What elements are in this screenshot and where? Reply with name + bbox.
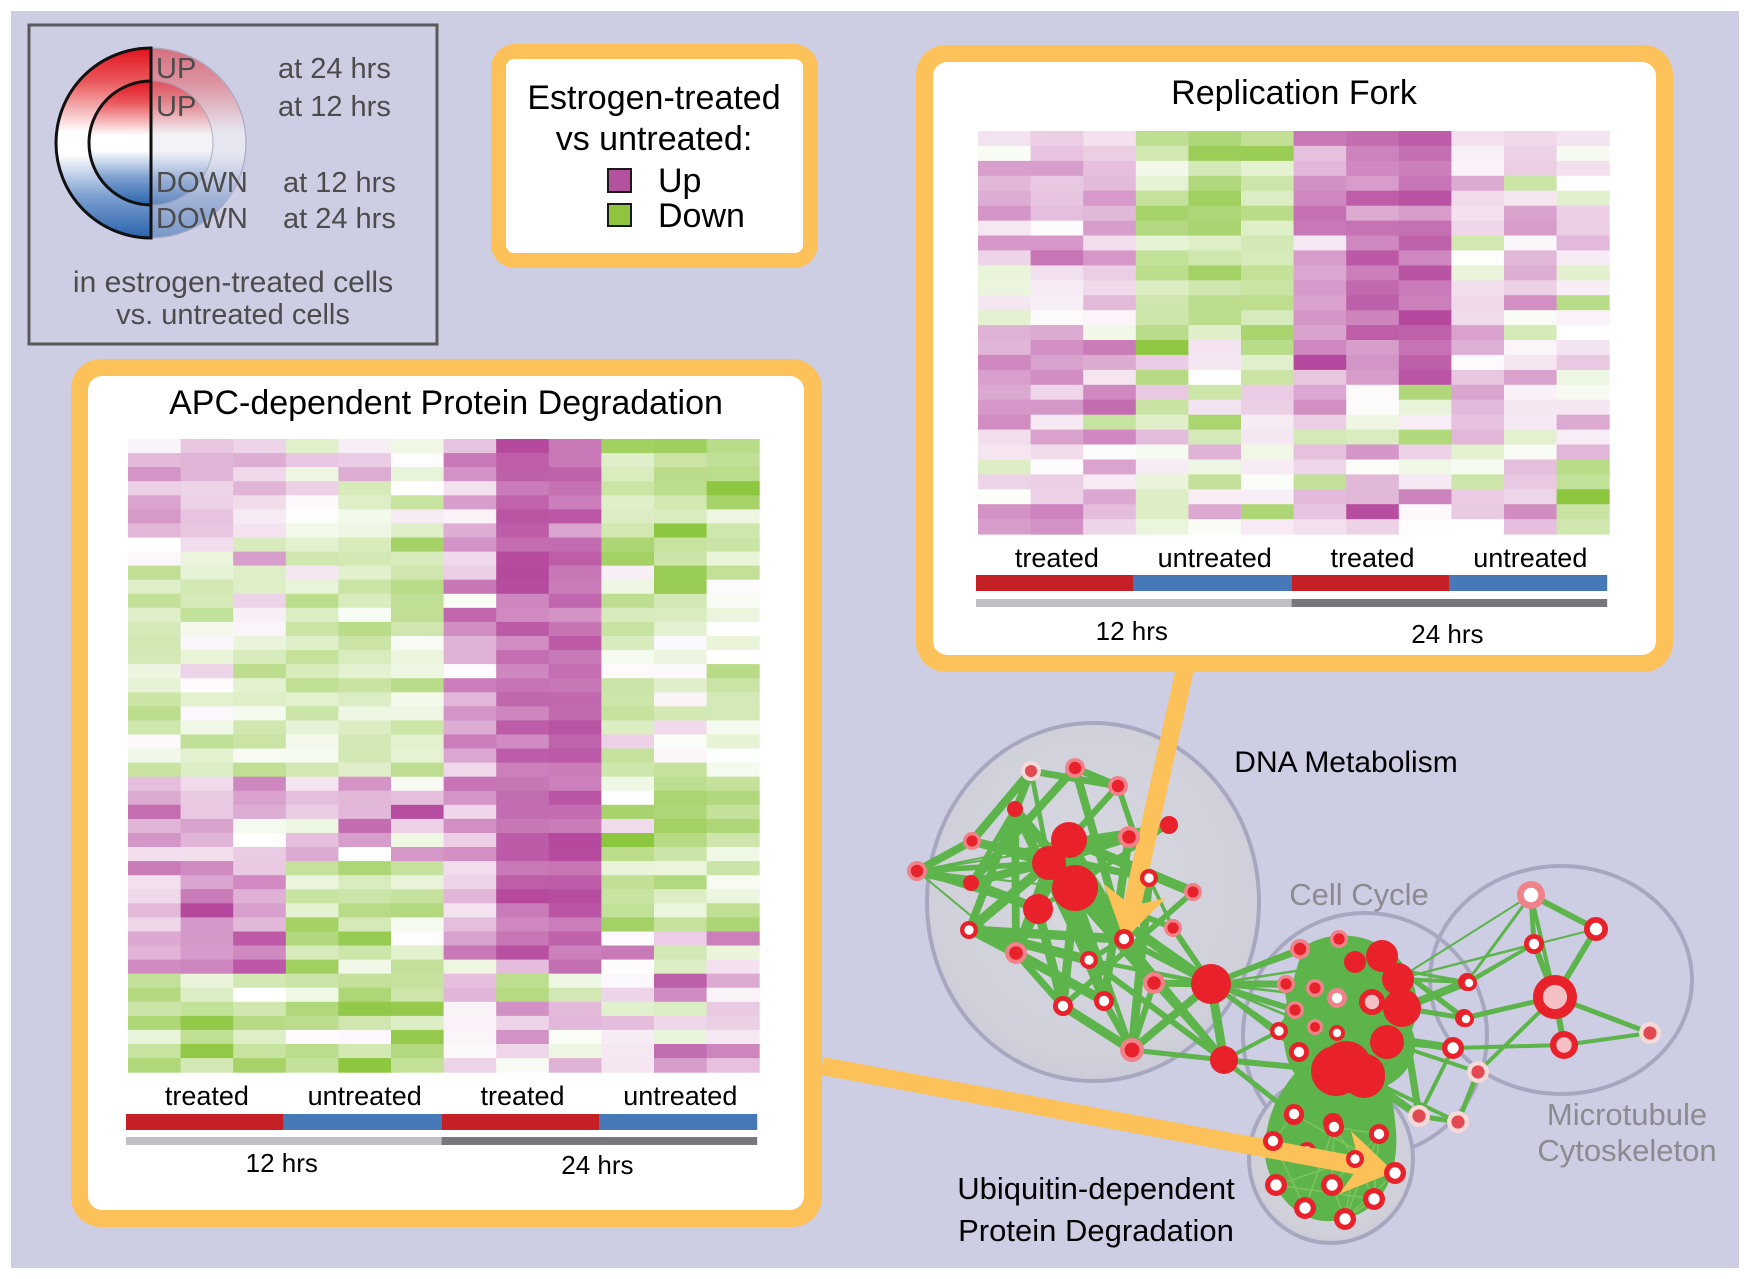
svg-text:DOWN: DOWN: [156, 167, 248, 199]
svg-text:vs untreated:: vs untreated:: [556, 120, 753, 158]
svg-text:UP: UP: [156, 53, 196, 85]
svg-text:vs. untreated cells: vs. untreated cells: [116, 299, 350, 331]
svg-text:24 hrs: 24 hrs: [561, 1150, 633, 1180]
svg-text:treated: treated: [1330, 543, 1414, 573]
svg-text:untreated: untreated: [308, 1081, 422, 1111]
svg-text:in estrogen-treated cells: in estrogen-treated cells: [73, 266, 393, 299]
svg-text:at 24 hrs: at 24 hrs: [283, 203, 396, 235]
svg-text:Estrogen-treated: Estrogen-treated: [527, 79, 780, 117]
svg-text:treated: treated: [480, 1081, 564, 1111]
svg-text:Down: Down: [658, 197, 745, 235]
svg-text:Microtubule: Microtubule: [1547, 1097, 1707, 1132]
svg-text:Replication Fork: Replication Fork: [1171, 74, 1418, 112]
svg-text:Cell Cycle: Cell Cycle: [1289, 877, 1429, 912]
svg-text:DNA Metabolism: DNA Metabolism: [1234, 746, 1457, 779]
svg-text:treated: treated: [1015, 543, 1099, 573]
svg-text:at 24 hrs: at 24 hrs: [278, 53, 391, 85]
svg-text:DOWN: DOWN: [156, 203, 248, 235]
svg-text:Cytoskeleton: Cytoskeleton: [1537, 1133, 1716, 1168]
svg-text:untreated: untreated: [1158, 543, 1272, 573]
svg-text:Protein Degradation: Protein Degradation: [958, 1213, 1234, 1248]
svg-text:24 hrs: 24 hrs: [1411, 619, 1483, 649]
svg-text:APC-dependent Protein Degradat: APC-dependent Protein Degradation: [169, 384, 723, 422]
svg-text:untreated: untreated: [623, 1081, 737, 1111]
svg-text:Ubiquitin-dependent: Ubiquitin-dependent: [957, 1171, 1235, 1206]
svg-text:UP: UP: [156, 91, 196, 123]
svg-text:treated: treated: [165, 1081, 249, 1111]
svg-text:12 hrs: 12 hrs: [1096, 616, 1168, 646]
svg-text:at 12 hrs: at 12 hrs: [283, 167, 396, 199]
svg-text:Up: Up: [658, 162, 701, 200]
svg-text:untreated: untreated: [1473, 543, 1587, 573]
svg-text:at 12 hrs: at 12 hrs: [278, 91, 391, 123]
svg-text:12 hrs: 12 hrs: [246, 1148, 318, 1178]
